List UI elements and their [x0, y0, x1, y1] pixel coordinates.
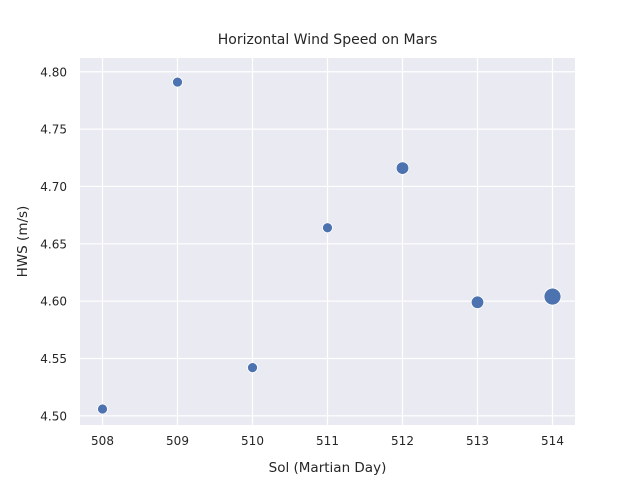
x-tick-label: 512 — [391, 434, 414, 448]
data-point — [172, 76, 183, 88]
chart-title: Horizontal Wind Speed on Mars — [218, 32, 438, 48]
data-point — [470, 295, 485, 309]
data-point — [247, 362, 258, 374]
y-tick-label: 4.60 — [40, 295, 67, 309]
y-tick-label: 4.50 — [40, 409, 67, 423]
y-tick-label: 4.70 — [40, 180, 67, 194]
data-point — [395, 161, 410, 175]
x-tick-label: 513 — [466, 434, 489, 448]
data-point — [322, 222, 333, 234]
x-axis-ticks: 508 509 510 511 512 513 514 — [91, 434, 564, 448]
data-point — [97, 403, 108, 415]
x-tick-label: 508 — [91, 434, 114, 448]
data-point — [543, 287, 562, 306]
y-tick-label: 4.65 — [40, 237, 67, 251]
x-tick-label: 514 — [541, 434, 564, 448]
x-axis-label: Sol (Martian Day) — [269, 460, 387, 476]
x-tick-label: 511 — [316, 434, 339, 448]
y-tick-label: 4.55 — [40, 352, 67, 366]
x-tick-label: 509 — [166, 434, 189, 448]
data-points — [97, 76, 562, 415]
y-axis-label: HWS (m/s) — [15, 206, 31, 278]
x-tick-label: 510 — [241, 434, 264, 448]
y-axis-ticks: 4.50 4.55 4.60 4.65 4.70 4.75 4.80 — [40, 65, 67, 423]
y-tick-label: 4.80 — [40, 65, 67, 79]
y-tick-label: 4.75 — [40, 123, 67, 137]
grid — [80, 58, 575, 425]
